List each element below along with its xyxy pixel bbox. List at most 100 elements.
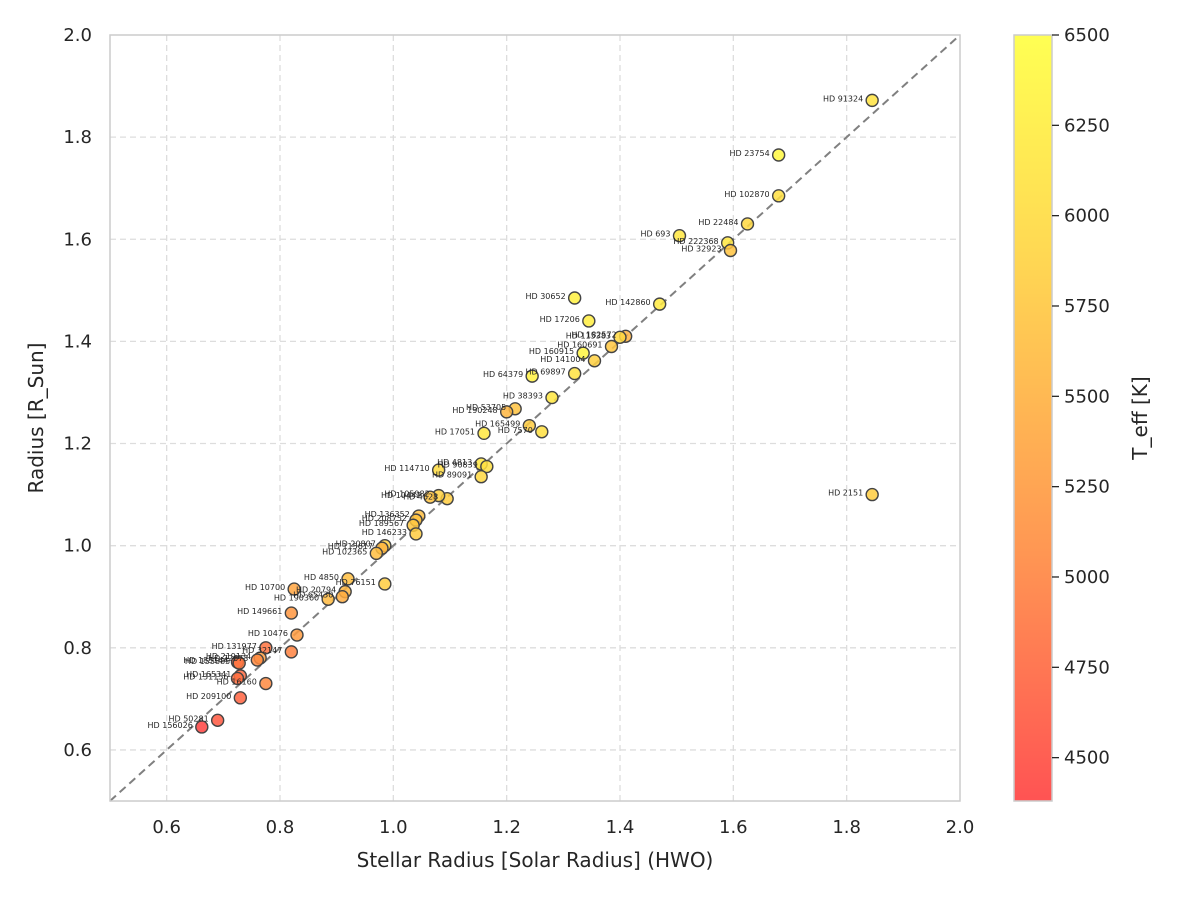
data-point [250,653,265,667]
data-point [210,713,225,728]
data-point [567,366,582,381]
point-label: HD 22484 [698,218,738,227]
point-label: HD 69897 [525,368,565,377]
point-label: HD 16160 [217,678,257,687]
x-axis-ticks: 0.6 0.8 1.0 1.2 1.4 1.6 1.8 2.0 [152,817,974,838]
colorbar-tick-label: 6000 [1064,206,1110,227]
point-label: HD 102365 [322,547,367,556]
data-point [740,217,755,231]
point-label: HD 190360 [274,593,319,602]
colorbar-frame [1013,34,1053,802]
data-point [865,487,879,502]
data-point [259,676,273,691]
point-label: HD 4850 [304,573,339,582]
identity-reference-line [109,34,961,802]
point-label: HD 219134 [206,652,251,661]
data-point [672,228,687,243]
y-tick-label: 1.8 [63,127,92,148]
y-tick-label: 0.6 [63,740,92,761]
point-label: HD 190248 [452,406,497,415]
colorbar-tick-label: 5500 [1064,386,1110,407]
colorbar-ticks: 4500 4750 5000 5250 5500 5750 6000 6250 6500 [1052,25,1110,769]
point-label: HD 64379 [483,370,523,379]
point-label: HD 131977 [212,642,257,651]
x-tick-label: 1.6 [719,817,748,838]
x-tick-label: 0.8 [266,817,295,838]
point-label: HD 155885 [185,657,230,666]
data-point [613,330,627,345]
point-label: HD 115383 [566,331,611,340]
x-tick-label: 1.2 [492,817,521,838]
data-points [195,93,879,734]
point-label: HD 160915 [529,347,574,356]
data-point [290,628,304,642]
point-label: HD 693 [641,230,671,239]
point-label: HD 102870 [724,190,769,199]
plot-frame [109,34,961,802]
point-label: HD 30652 [525,292,565,301]
data-point [723,243,738,258]
point-label: HD 4813 [437,458,472,467]
point-label: HD 72673 [208,654,248,663]
colorbar [1014,35,1052,801]
point-label: HD 182572 [571,330,616,339]
data-point [525,369,539,383]
data-point [652,297,667,311]
point-label: HD 89091 [432,471,472,480]
data-point [567,291,582,305]
point-label: HD 142860 [605,298,650,307]
data-point [369,546,384,561]
colorbar-tick-label: 6250 [1064,115,1110,136]
data-point [582,314,596,328]
point-label: HD 32147 [242,646,282,655]
point-label: HD 208752 [362,514,407,523]
data-point [477,426,491,441]
point-label: HD 76151 [336,578,376,587]
point-label: HD 23754 [729,149,769,158]
x-tick-label: 0.6 [152,817,181,838]
x-tick-label: 1.8 [832,817,861,838]
x-tick-label: 1.4 [606,817,635,838]
data-point [409,527,423,541]
point-label: HD 65430 [293,591,333,600]
y-tick-label: 1.6 [63,229,92,250]
point-label: HD 146233 [362,528,407,537]
data-point [771,148,786,162]
point-label: HD 10476 [248,629,288,638]
point-label: HD 2151 [828,489,863,498]
point-label: HD 160691 [557,341,602,350]
colorbar-tick-label: 6500 [1064,25,1110,46]
x-axis-label: Stellar Radius [Solar Radius] (HWO) [357,848,714,872]
y-tick-label: 0.8 [63,638,92,659]
point-label: HD 20794 [296,586,336,595]
y-axis-ticks: 0.6 0.8 1.0 1.2 1.4 1.6 1.8 2.0 [63,25,92,761]
point-label: HD 136352 [365,510,410,519]
point-label: HD 50281 [168,714,208,723]
data-point [233,691,248,705]
data-point [480,459,494,474]
point-label: HD 222368 [673,237,718,246]
data-point [287,582,301,596]
point-label: HD 185144 [183,656,228,665]
data-point [321,592,335,606]
colorbar-tick-label: 5750 [1064,296,1110,317]
data-point [576,346,590,360]
point-label: HD 165499 [475,420,520,429]
data-point [284,606,299,620]
point-label: HD 10442 [381,491,421,500]
point-label: HD 131156 [183,672,228,681]
data-point [604,339,619,354]
colorbar-tick-label: 5000 [1064,567,1110,588]
point-label: HD 17206 [540,315,580,324]
y-tick-label: 1.0 [63,536,92,557]
colorbar-tick-label: 4500 [1064,748,1110,769]
data-point [522,418,537,433]
colorbar-tick-label: 5250 [1064,477,1110,498]
data-point [284,645,299,659]
point-label: HD 90839 [438,461,478,470]
colorbar-tick-label: 4750 [1064,657,1110,678]
data-point [195,720,209,734]
